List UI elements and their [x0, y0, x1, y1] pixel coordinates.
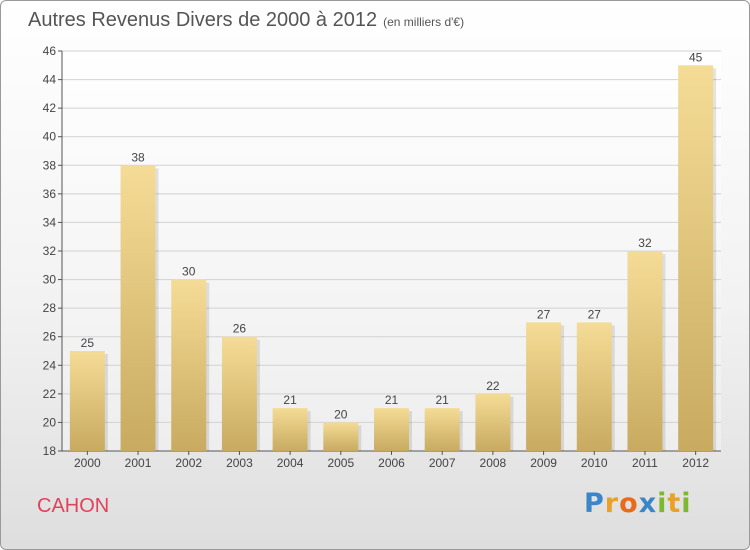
data-label: 21 — [283, 393, 297, 407]
bar — [374, 408, 409, 451]
y-tick-label: 30 — [43, 273, 57, 287]
bar — [323, 422, 359, 451]
y-tick-label: 42 — [43, 101, 57, 115]
x-tick-label: 2005 — [327, 456, 354, 470]
y-tick-label: 26 — [43, 330, 57, 344]
bar — [678, 65, 714, 452]
x-tick-label: 2008 — [480, 456, 507, 470]
data-label: 22 — [486, 379, 500, 393]
data-label: 21 — [436, 393, 450, 407]
bar — [272, 408, 308, 451]
y-tick-label: 32 — [43, 244, 57, 258]
data-label: 38 — [131, 150, 145, 164]
x-tick-label: 2007 — [429, 456, 456, 470]
y-tick-label: 28 — [43, 301, 57, 315]
y-tick-label: 46 — [43, 44, 57, 58]
x-tick-label: 2000 — [74, 456, 101, 470]
bar — [576, 322, 612, 451]
logo-letter: i — [681, 488, 692, 519]
y-tick-label: 18 — [43, 444, 57, 458]
y-tick-label: 34 — [43, 215, 57, 229]
plot-area: 18 20 22 24 26 28 30 32 34 36 38 40 42 44 46 25 2000 38 20… — [43, 44, 721, 470]
y-tick-label: 40 — [43, 130, 57, 144]
y-tick-label: 24 — [43, 358, 57, 372]
data-label: 21 — [385, 393, 399, 407]
data-label: 27 — [537, 307, 551, 321]
chart-title-text: Autres Revenus Divers de 2000 à 2012 — [28, 9, 378, 31]
commune-name: CAHON — [37, 495, 110, 517]
data-label: 20 — [334, 407, 348, 421]
y-tick-label: 38 — [43, 158, 57, 172]
data-label: 25 — [81, 336, 95, 350]
bar — [424, 408, 460, 451]
x-tick-label: 2010 — [581, 456, 608, 470]
data-label: 45 — [689, 50, 703, 64]
data-label: 27 — [588, 307, 602, 321]
logo-letter: r — [604, 488, 620, 519]
bar — [526, 322, 562, 451]
x-tick-label: 2009 — [530, 456, 557, 470]
bar — [120, 165, 156, 452]
x-tick-label: 2012 — [682, 456, 709, 470]
chart-subtitle: (en milliers d'€) — [383, 15, 465, 29]
data-label: 32 — [638, 236, 652, 250]
data-label: 26 — [233, 322, 247, 336]
logo-letter: t — [667, 488, 682, 519]
y-tick-label: 22 — [43, 387, 57, 401]
bar — [475, 393, 511, 451]
bar — [221, 336, 257, 451]
x-tick-label: 2002 — [175, 456, 202, 470]
logo-letter: P — [584, 488, 605, 519]
bar — [171, 279, 207, 451]
x-tick-label: 2001 — [125, 456, 152, 470]
proxiti-logo: Proxiti — [584, 488, 692, 519]
x-tick-label: 2003 — [226, 456, 253, 470]
chart-title: Autres Revenus Divers de 2000 à 2012 (en … — [28, 9, 464, 32]
logo-letter: x — [638, 488, 658, 519]
y-tick-label: 36 — [43, 187, 57, 201]
y-tick-label: 20 — [43, 415, 57, 429]
x-tick-label: 2006 — [378, 456, 405, 470]
x-tick-label: 2004 — [277, 456, 304, 470]
logo-letter: o — [619, 488, 639, 519]
bar — [69, 351, 105, 451]
bar — [627, 251, 663, 451]
x-tick-label: 2011 — [632, 456, 658, 470]
y-tick-label: 44 — [43, 73, 57, 87]
data-label: 30 — [182, 265, 196, 279]
logo-letter: i — [657, 488, 668, 519]
